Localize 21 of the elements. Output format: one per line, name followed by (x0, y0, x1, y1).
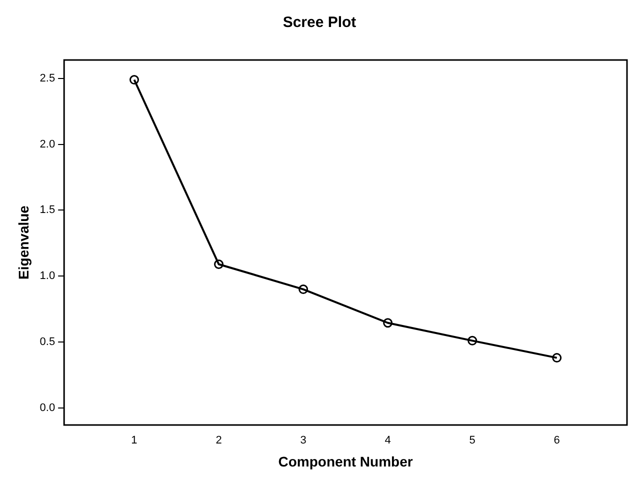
y-tick-label: 0.0 (40, 402, 56, 414)
y-tick-label: 1.0 (40, 270, 56, 282)
y-tick-label: 2.0 (40, 138, 56, 150)
point (214, 259, 224, 269)
chart-title: Scree Plot (282, 14, 356, 32)
point (383, 318, 393, 328)
x-tick-label: 4 (384, 434, 391, 447)
x-tick-label: 2 (216, 434, 222, 447)
point (468, 336, 478, 346)
x-tick-label: 1 (131, 434, 138, 447)
y-tick-label: 1.5 (40, 204, 56, 216)
x-tick-label: 6 (554, 434, 560, 447)
point (298, 284, 308, 294)
y-tick-label: 2.5 (40, 72, 56, 84)
x-tick-label: 3 (300, 434, 306, 447)
x-tick-label: 5 (469, 434, 476, 447)
point (129, 75, 139, 85)
point (552, 353, 562, 363)
y-axis-title: Eigenvalue (15, 205, 32, 280)
y-tick-label: 0.5 (40, 336, 56, 348)
x-axis-title: Component Number (278, 453, 414, 470)
